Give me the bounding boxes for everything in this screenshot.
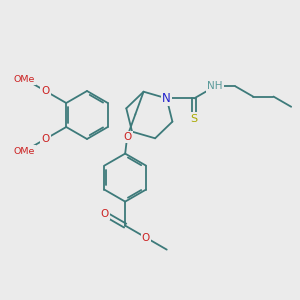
Text: NH: NH: [207, 81, 223, 92]
Text: O: O: [100, 208, 109, 219]
Text: O: O: [41, 134, 50, 144]
Text: S: S: [191, 114, 198, 124]
Text: O: O: [123, 132, 131, 142]
Text: OMe: OMe: [14, 146, 35, 155]
Text: O: O: [41, 86, 50, 96]
Text: OMe: OMe: [14, 74, 35, 83]
Text: N: N: [162, 92, 171, 105]
Text: O: O: [142, 232, 150, 243]
